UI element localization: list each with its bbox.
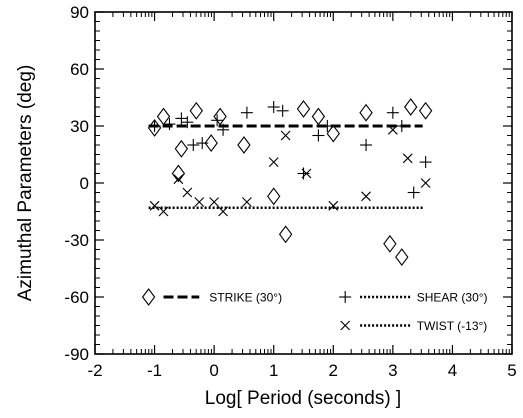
y-tick-label: -30 [64, 231, 89, 250]
cross-point [280, 130, 291, 141]
x-tick-label: 3 [388, 361, 397, 380]
x-tick-label: 2 [329, 361, 338, 380]
plus-point [360, 139, 373, 151]
cross-stroke [268, 157, 279, 167]
plus-point [407, 186, 420, 199]
diamond-point [383, 234, 397, 253]
cross-stroke [420, 178, 431, 188]
cross-point [158, 206, 169, 217]
cross-stroke [328, 200, 339, 211]
cross-stroke [149, 200, 160, 211]
cross-point [242, 197, 252, 207]
legend-diamond-marker [141, 288, 156, 306]
x-tick-label: 1 [269, 361, 278, 380]
cross-stroke [158, 206, 169, 217]
y-tick-label: 60 [70, 60, 89, 79]
diamond-point [147, 118, 162, 137]
y-tick-label: 30 [70, 117, 89, 136]
plus-point [187, 139, 200, 151]
cross-stroke [218, 206, 228, 217]
legend: STRIKE (30°) SHEAR (30°) TWIST (-13°) [141, 288, 488, 333]
diamond-point [267, 187, 281, 206]
cross-stroke [340, 320, 351, 331]
cross-point [402, 153, 413, 164]
tick-labels: -2 -1 0 1 2 3 4 5 -90 -60 -30 0 30 60 90 [64, 3, 516, 380]
y-tick-label: 0 [80, 174, 89, 193]
x-tick-label: 0 [209, 361, 218, 380]
cross-point [173, 174, 184, 185]
plus-point [386, 106, 399, 119]
cross-stroke [209, 197, 220, 207]
x-tick-label: 5 [507, 361, 516, 380]
plus-point [276, 104, 289, 117]
cross-point [387, 124, 398, 135]
x-tick-label: 4 [448, 361, 457, 380]
cross-stroke [280, 130, 291, 141]
cross-point [301, 168, 312, 179]
plus-point [312, 129, 325, 142]
plus-point [148, 120, 161, 132]
plus-point [217, 123, 230, 136]
legend-label: SHEAR (30°) [417, 291, 488, 305]
reference-lines [148, 124, 423, 209]
legend-plus-marker [339, 291, 352, 303]
y-tick-label: -60 [64, 288, 89, 307]
cross-point [268, 157, 279, 167]
diamond-point [171, 164, 186, 183]
cross-point [209, 197, 220, 207]
cross-point [182, 187, 193, 198]
data-points [147, 98, 433, 267]
cross-point [328, 200, 339, 211]
cross-point [420, 178, 431, 188]
diamond-point [237, 136, 251, 154]
cross-stroke [301, 168, 312, 179]
plus-point [163, 118, 176, 131]
plus-point [211, 114, 224, 127]
plus-point [196, 137, 209, 150]
y-tick-label: 90 [70, 3, 89, 22]
axis-ticks [94, 11, 513, 355]
cross-point [149, 200, 160, 211]
x-tick-label: -1 [147, 361, 162, 380]
cross-stroke [182, 187, 193, 198]
plus-point [395, 120, 408, 132]
y-axis-label: Azimuthal Parameters (deg) [15, 65, 36, 302]
x-tick-label: -2 [87, 361, 102, 380]
x-axis-label: Log[ Period (seconds) ] [205, 388, 401, 409]
cross-stroke [194, 197, 205, 207]
cross-point [194, 197, 205, 207]
diamond-point [296, 99, 311, 118]
legend-label: TWIST (-13°) [417, 319, 488, 333]
plus-point [267, 101, 280, 113]
cross-stroke [173, 174, 184, 185]
cross-point [361, 191, 371, 202]
legend-label: STRIKE (30°) [209, 291, 282, 305]
diamond-point [404, 98, 418, 116]
diamond-point [204, 134, 218, 153]
cross-stroke [387, 124, 398, 135]
diamond-point [278, 225, 293, 244]
diamond-point [189, 101, 203, 120]
legend-cross-marker [340, 320, 351, 331]
diamond-point [174, 139, 189, 158]
plus-point [181, 116, 194, 129]
cross-point [218, 206, 228, 217]
diamond-point [326, 124, 340, 143]
plus-point [419, 156, 432, 169]
plus-point [321, 120, 334, 132]
diamond-point [213, 107, 227, 126]
diamond-point [395, 248, 409, 267]
diamond-point [359, 103, 373, 122]
plus-point [240, 106, 253, 119]
diamond-point [418, 101, 433, 120]
cross-stroke [402, 153, 413, 164]
y-tick-label: -90 [64, 345, 89, 364]
diamond-point [311, 107, 326, 126]
cross-stroke [361, 191, 371, 202]
plus-point [297, 167, 310, 180]
cross-stroke [242, 197, 252, 207]
diamond-point [156, 107, 171, 126]
